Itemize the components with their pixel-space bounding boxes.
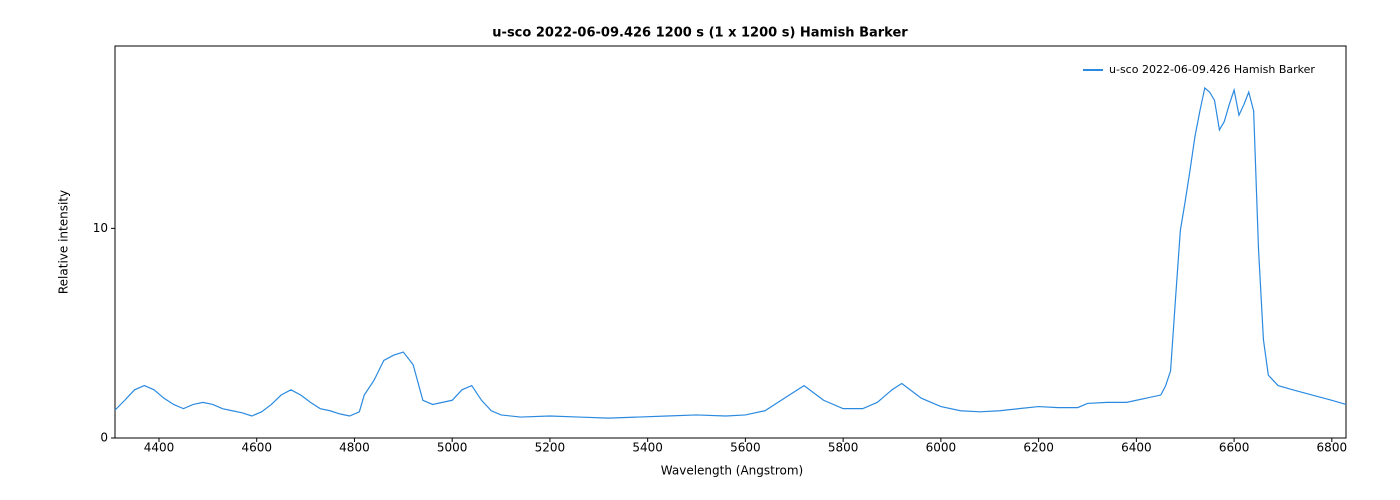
chart-title: u-sco 2022-06-09.426 1200 s (1 x 1200 s)… <box>492 26 908 41</box>
x-tick-label: 5000 <box>437 441 468 455</box>
plot-frame <box>114 45 1347 439</box>
x-axis-label: Wavelength (Angstrom) <box>661 464 803 478</box>
x-tick-label: 5200 <box>535 441 566 455</box>
y-tick-label: 0 <box>100 431 108 445</box>
y-tick-label: 10 <box>93 221 108 235</box>
x-tick-label: 6800 <box>1317 441 1348 455</box>
x-tick-label: 5600 <box>730 441 761 455</box>
x-tick-label: 6000 <box>926 441 957 455</box>
legend-label: u-sco 2022-06-09.426 Hamish Barker <box>1109 63 1315 76</box>
x-tick-label: 5400 <box>632 441 663 455</box>
x-tick-label: 6400 <box>1121 441 1152 455</box>
x-tick-label: 4600 <box>241 441 272 455</box>
x-tick-label: 6200 <box>1023 441 1054 455</box>
x-tick-label: 4400 <box>144 441 175 455</box>
x-tick-label: 5800 <box>828 441 859 455</box>
x-tick-label: 6600 <box>1219 441 1250 455</box>
y-axis-label: Relative intensity <box>57 190 71 294</box>
x-tick-label: 4800 <box>339 441 370 455</box>
spectrum-line <box>114 86 1347 419</box>
